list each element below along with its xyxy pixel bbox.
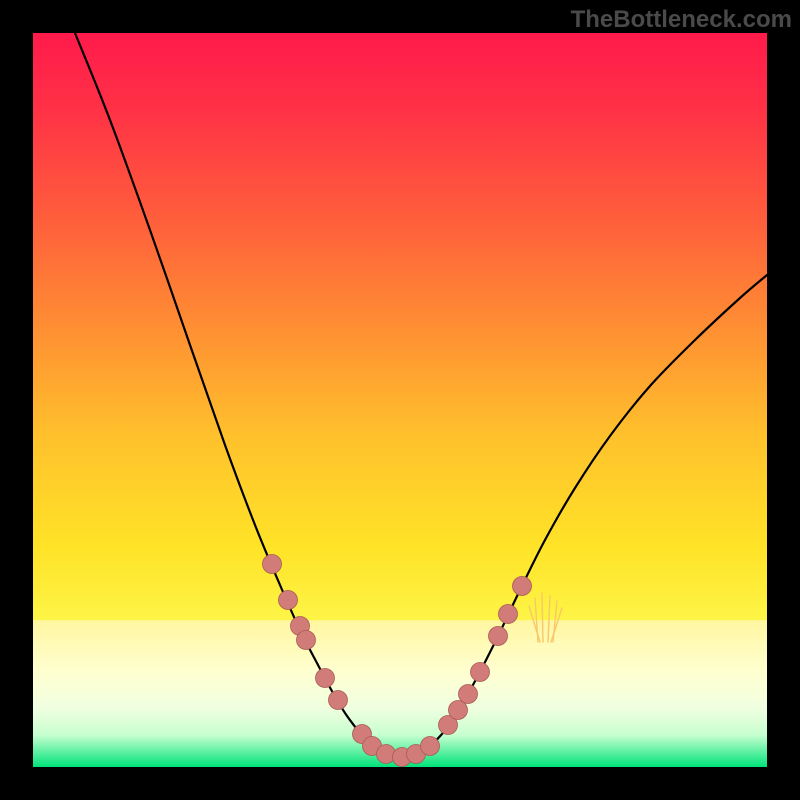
curve-marker [489, 627, 508, 646]
curve-marker [449, 701, 468, 720]
curve-marker [316, 669, 335, 688]
bottleneck-curve-chart [0, 0, 800, 800]
curve-marker [279, 591, 298, 610]
curve-marker [263, 555, 282, 574]
curve-marker [297, 631, 316, 650]
curve-marker [513, 577, 532, 596]
plot-bottom-band [33, 620, 767, 767]
curve-marker [471, 663, 490, 682]
curve-marker [421, 737, 440, 756]
curve-marker [499, 605, 518, 624]
curve-marker [459, 685, 478, 704]
curve-marker [329, 691, 348, 710]
